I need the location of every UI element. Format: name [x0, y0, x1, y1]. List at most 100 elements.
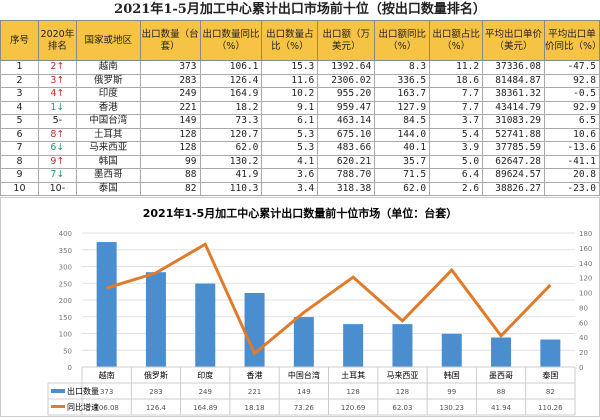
x-tick-label: 泰国 [542, 370, 558, 380]
x-tick-label: 越南 [99, 370, 115, 380]
table-cell: 959.47 [317, 100, 376, 115]
table-cell: 71.5 [374, 168, 431, 183]
y-left-tick: 100 [59, 331, 72, 339]
bar-value-label: 373 [100, 388, 113, 396]
chart-title: 2021年1-5月加工中心累计出口数量前十位市场（单位：台套） [143, 206, 458, 220]
table-cell: 130.2 [199, 154, 263, 169]
table-cell: 73.3 [199, 114, 263, 129]
export-table: 序号 2020年排名 国家或地区 出口数量（台套） 出口数量同比（%） 出口数量占比（%）… [0, 20, 600, 196]
table-cell: 4↑ [37, 87, 77, 102]
table-cell: 5 [0, 114, 39, 129]
table-cell: 9 [0, 168, 39, 183]
rank-change: 8↑ [50, 128, 65, 140]
legend-line-swatch [51, 405, 65, 408]
table-cell: 38361.32 [482, 87, 546, 102]
table-row: 10 10- 泰国 82 110.3 3.4 318.38 62.0 2.6 38826.27 -2… [0, 181, 600, 196]
table-cell: 2.6 [429, 181, 484, 196]
table-row: 1 2↑ 越南 373 106.1 15.3 1392.64 8.3 11.2 37336.08-… [0, 60, 600, 75]
table-cell: 373 [139, 60, 201, 75]
table-cell: 5.3 [261, 127, 319, 142]
y-left-tick: 0 [68, 364, 72, 372]
x-tick-label: 俄罗斯 [144, 370, 168, 380]
bar [392, 324, 413, 367]
bar [491, 337, 512, 367]
table-cell: 5- [37, 114, 77, 129]
y-left-tick: 300 [59, 264, 72, 272]
table-row: 8 9↑ 韩国 99 130.2 4.1 620.21 35.7 5.0 62647.28 -41.… [0, 154, 600, 169]
bar-value-label: 249 [199, 388, 212, 396]
table-cell: 4.1 [261, 154, 319, 169]
table-cell: 43414.79 [482, 100, 546, 115]
table-cell: 92.8 [544, 73, 600, 88]
rank-change: 9↑ [50, 155, 65, 167]
y-right-tick: 60 [579, 319, 588, 327]
bar [441, 333, 462, 367]
table-cell: 俄罗斯 [75, 73, 141, 88]
column-header: 出口额占比（%） [429, 20, 484, 61]
table-cell: 106.1 [199, 60, 263, 75]
table-cell: 35.7 [374, 154, 431, 169]
table-row: 9 7↓ 墨西哥 88 41.9 3.6 788.70 71.5 6.4 89624.57 20.8 [0, 168, 600, 183]
table-cell: 62647.28 [482, 154, 546, 169]
table-cell: 788.70 [317, 168, 376, 183]
y-left-tick: 400 [59, 230, 72, 238]
column-header: 平均出口单价（美元） [482, 20, 546, 61]
table-cell: 马来西亚 [75, 141, 141, 156]
table-cell: 5.3 [261, 141, 319, 156]
table-cell: 164.9 [199, 87, 263, 102]
table-cell: 6.4 [429, 168, 484, 183]
table-cell: 3.6 [261, 168, 319, 183]
line-value-label: 130.23 [440, 404, 465, 412]
y-right-tick: 20 [579, 349, 588, 357]
table-cell: 38826.27 [482, 181, 546, 196]
table-cell: 18.6 [429, 73, 484, 88]
table-cell: 11.6 [261, 73, 319, 88]
table-cell: 283 [139, 73, 201, 88]
table-cell: 92.9 [544, 100, 600, 115]
table-cell: 84.5 [374, 114, 431, 129]
column-header: 出口额（万美元） [317, 20, 376, 61]
bar [540, 339, 561, 367]
table-cell: 318.38 [317, 181, 376, 196]
x-tick-label: 印度 [197, 370, 213, 380]
table-cell: 10.6 [544, 127, 600, 142]
table-cell: 127.9 [374, 100, 431, 115]
growth-line [106, 242, 552, 356]
line-value-label: 18.18 [245, 404, 265, 412]
table-cell: 7↓ [37, 168, 77, 183]
rank-change: 7↓ [50, 169, 65, 181]
table-row: 7 6↓ 马来西亚 128 62.0 5.3 483.66 40.1 3.9 37785.59 -1… [0, 141, 600, 156]
bar [195, 283, 216, 367]
table-cell: 6 [0, 127, 39, 142]
table-cell: -23.0 [544, 181, 600, 196]
table-cell: -0.5 [544, 87, 600, 102]
table-cell: 6↓ [37, 141, 77, 156]
table-cell: 249 [139, 87, 201, 102]
rank-change: 2↑ [50, 61, 65, 73]
table-row: 5 5- 中国台湾 149 73.3 6.1 463.14 84.5 3.7 31083.29 6.… [0, 114, 600, 129]
table-cell: 15.3 [261, 60, 319, 75]
table-cell: 62.0 [374, 181, 431, 196]
table-cell: 144.0 [374, 127, 431, 142]
table-cell: 2306.02 [317, 73, 376, 88]
line-value-label: 126.4 [146, 404, 167, 412]
rank-change: 1↓ [50, 101, 65, 113]
rank-change: 10- [49, 182, 66, 194]
table-cell: 泰国 [75, 181, 141, 196]
line-value-label: 73.26 [294, 404, 315, 412]
line-value-label: 120.69 [341, 404, 366, 412]
table-cell: 81484.87 [482, 73, 546, 88]
table-cell: 9.1 [261, 100, 319, 115]
table-cell: 6.1 [261, 114, 319, 129]
y-right-tick: 0 [579, 364, 583, 372]
table-cell: 336.5 [374, 73, 431, 88]
table-cell: 5.4 [429, 127, 484, 142]
bar [145, 272, 166, 367]
table-cell: 149 [139, 114, 201, 129]
table-cell: 9↑ [37, 154, 77, 169]
table-cell: 1 [0, 60, 39, 75]
table-cell: 221 [139, 100, 201, 115]
table-cell: 越南 [75, 60, 141, 75]
column-header: 国家或地区 [75, 20, 141, 61]
column-header: 平均出口单价同比（%） [544, 20, 600, 61]
